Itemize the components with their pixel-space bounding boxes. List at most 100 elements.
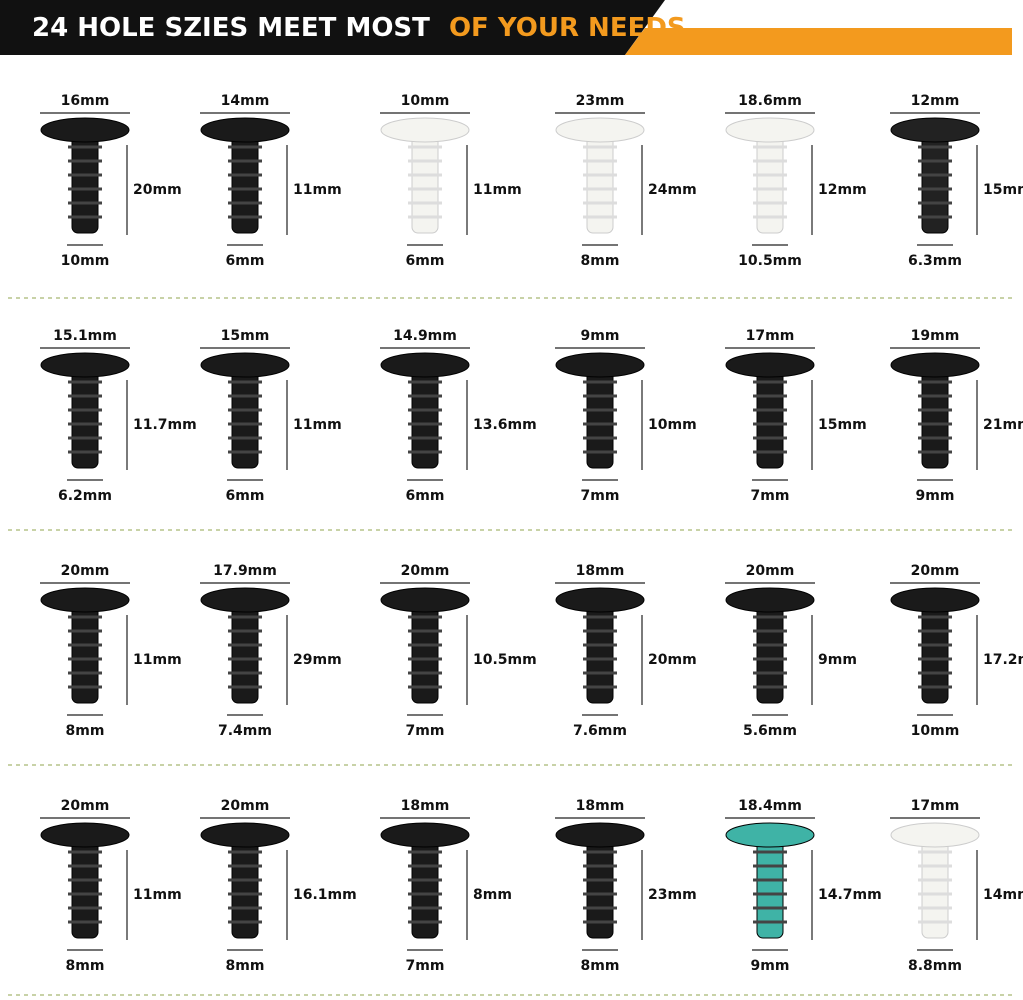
- clip-head: [380, 822, 470, 848]
- clip-head: [890, 587, 980, 613]
- top-size: 20mm: [746, 563, 795, 579]
- clip-head: [380, 352, 470, 378]
- side-size: 11mm: [293, 182, 342, 198]
- bottom-size: 6.2mm: [58, 488, 112, 504]
- top-size: 20mm: [61, 563, 110, 579]
- side-size: 11mm: [473, 182, 522, 198]
- top-size: 17mm: [911, 798, 960, 814]
- top-size: 17.9mm: [213, 563, 277, 579]
- side-size: 24mm: [648, 182, 697, 198]
- clip-head: [200, 587, 290, 613]
- top-size: 18mm: [401, 798, 450, 814]
- side-size: 13.6mm: [473, 417, 537, 433]
- top-size: 20mm: [911, 563, 960, 579]
- bottom-size: 7mm: [406, 723, 445, 739]
- bottom-size: 8mm: [226, 958, 265, 974]
- bottom-size: 7mm: [751, 488, 790, 504]
- clip-head: [725, 822, 815, 848]
- side-size: 23mm: [648, 887, 697, 903]
- top-size: 18.4mm: [738, 798, 802, 814]
- clip-head: [200, 117, 290, 143]
- clip-head: [200, 822, 290, 848]
- side-size: 10.5mm: [473, 652, 537, 668]
- clip-head: [555, 587, 645, 613]
- side-size: 17.2mm: [983, 652, 1023, 668]
- side-size: 15mm: [983, 182, 1023, 198]
- top-size: 23mm: [576, 93, 625, 109]
- top-size: 14.9mm: [393, 328, 457, 344]
- bottom-size: 6mm: [406, 488, 445, 504]
- bottom-size: 8mm: [581, 958, 620, 974]
- clip-head: [200, 352, 290, 378]
- side-size: 8mm: [473, 887, 512, 903]
- bottom-size: 7mm: [581, 488, 620, 504]
- top-size: 12mm: [911, 93, 960, 109]
- clip-head: [40, 587, 130, 613]
- bottom-size: 6mm: [226, 488, 265, 504]
- top-size: 17mm: [746, 328, 795, 344]
- clip-head: [380, 587, 470, 613]
- top-size: 20mm: [221, 798, 270, 814]
- side-size: 14.7mm: [818, 887, 882, 903]
- bottom-size: 10mm: [61, 253, 110, 269]
- top-size: 9mm: [581, 328, 620, 344]
- top-size: 14mm: [221, 93, 270, 109]
- top-size: 15.1mm: [53, 328, 117, 344]
- clip-head: [40, 352, 130, 378]
- clip-head: [40, 117, 130, 143]
- clip-head: [725, 352, 815, 378]
- bottom-size: 9mm: [751, 958, 790, 974]
- bottom-size: 10.5mm: [738, 253, 802, 269]
- side-size: 21mm: [983, 417, 1023, 433]
- top-size: 16mm: [61, 93, 110, 109]
- clip-head: [380, 117, 470, 143]
- clip-head: [725, 587, 815, 613]
- side-size: 11.7mm: [133, 417, 197, 433]
- bottom-size: 7mm: [406, 958, 445, 974]
- clip-head: [725, 117, 815, 143]
- title-orange: OF YOUR NEEDS: [449, 13, 686, 43]
- header-accent: [625, 28, 1012, 55]
- bottom-size: 8mm: [66, 958, 105, 974]
- bottom-size: 8mm: [66, 723, 105, 739]
- bottom-size: 6mm: [406, 253, 445, 269]
- bottom-size: 8mm: [581, 253, 620, 269]
- side-size: 14mm: [983, 887, 1023, 903]
- side-size: 10mm: [648, 417, 697, 433]
- top-size: 20mm: [61, 798, 110, 814]
- bottom-size: 7.4mm: [218, 723, 272, 739]
- side-size: 20mm: [648, 652, 697, 668]
- top-size: 15mm: [221, 328, 270, 344]
- side-size: 15mm: [818, 417, 867, 433]
- bottom-size: 5.6mm: [743, 723, 797, 739]
- side-size: 12mm: [818, 182, 867, 198]
- clip-head: [890, 352, 980, 378]
- side-size: 20mm: [133, 182, 182, 198]
- bottom-size: 8.8mm: [908, 958, 962, 974]
- title-white: 24 HOLE SZIES MEET MOST: [32, 13, 430, 43]
- side-size: 29mm: [293, 652, 342, 668]
- side-size: 11mm: [293, 417, 342, 433]
- top-size: 20mm: [401, 563, 450, 579]
- top-size: 18mm: [576, 798, 625, 814]
- side-size: 16.1mm: [293, 887, 357, 903]
- header-band: [0, 0, 665, 55]
- clip-head: [555, 117, 645, 143]
- side-size: 11mm: [133, 887, 182, 903]
- side-size: 11mm: [133, 652, 182, 668]
- clip-head: [555, 822, 645, 848]
- clip-head: [890, 117, 980, 143]
- bottom-size: 6mm: [226, 253, 265, 269]
- clip-head: [40, 822, 130, 848]
- bottom-size: 9mm: [916, 488, 955, 504]
- bottom-size: 6.3mm: [908, 253, 962, 269]
- bottom-size: 7.6mm: [573, 723, 627, 739]
- bottom-size: 10mm: [911, 723, 960, 739]
- side-size: 9mm: [818, 652, 857, 668]
- top-size: 18.6mm: [738, 93, 802, 109]
- clip-head: [555, 352, 645, 378]
- clip-head: [890, 822, 980, 848]
- top-size: 18mm: [576, 563, 625, 579]
- top-size: 10mm: [401, 93, 450, 109]
